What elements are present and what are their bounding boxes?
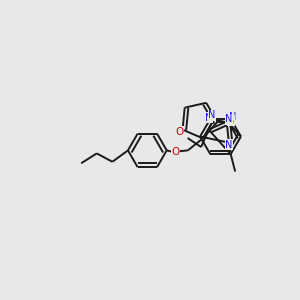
Text: O: O	[172, 147, 180, 157]
Text: O: O	[176, 127, 184, 137]
Text: N: N	[208, 110, 215, 120]
Text: N: N	[225, 140, 232, 150]
Text: N: N	[229, 112, 236, 122]
Text: S: S	[227, 116, 234, 126]
Text: N: N	[205, 113, 212, 123]
Text: N: N	[225, 115, 232, 124]
